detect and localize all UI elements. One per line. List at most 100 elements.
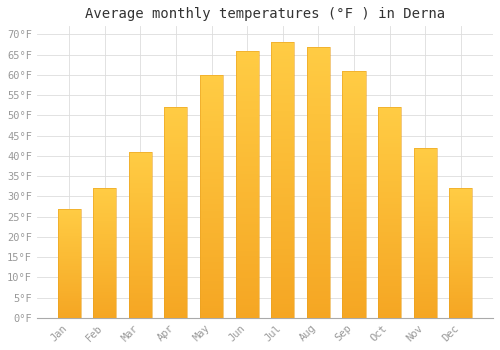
Bar [449, 212, 472, 213]
Bar [378, 168, 401, 170]
Bar [449, 249, 472, 251]
Bar [342, 135, 365, 138]
Bar [200, 247, 223, 250]
Bar [200, 272, 223, 274]
Bar [342, 244, 365, 246]
Bar [449, 284, 472, 286]
Bar [200, 150, 223, 153]
Bar [58, 251, 80, 252]
Bar [449, 248, 472, 249]
Bar [307, 82, 330, 84]
Bar [200, 296, 223, 299]
Bar [449, 276, 472, 278]
Bar [307, 242, 330, 245]
Bar [93, 302, 116, 303]
Bar [58, 279, 80, 280]
Bar [271, 271, 294, 274]
Bar [164, 179, 188, 181]
Bar [236, 117, 258, 120]
Bar [58, 241, 80, 243]
Bar [164, 238, 188, 240]
Bar [307, 250, 330, 253]
Bar [200, 106, 223, 109]
Bar [449, 278, 472, 279]
Bar [236, 238, 258, 240]
Bar [271, 301, 294, 304]
Bar [236, 307, 258, 310]
Bar [93, 229, 116, 230]
Bar [58, 210, 80, 211]
Bar [449, 223, 472, 225]
Bar [236, 224, 258, 227]
Bar [128, 251, 152, 253]
Bar [236, 51, 258, 318]
Bar [414, 205, 436, 207]
Bar [93, 249, 116, 251]
Bar [93, 217, 116, 218]
Bar [128, 303, 152, 304]
Bar [236, 125, 258, 128]
Bar [342, 217, 365, 219]
Bar [414, 226, 436, 228]
Bar [414, 195, 436, 197]
Bar [271, 202, 294, 205]
Bar [307, 169, 330, 172]
Bar [307, 282, 330, 285]
Bar [378, 303, 401, 305]
Bar [128, 266, 152, 268]
Bar [342, 184, 365, 187]
Bar [236, 313, 258, 315]
Bar [414, 160, 436, 161]
Bar [200, 281, 223, 284]
Bar [449, 234, 472, 235]
Bar [378, 137, 401, 139]
Bar [58, 228, 80, 229]
Bar [449, 204, 472, 205]
Bar [58, 257, 80, 258]
Bar [342, 152, 365, 155]
Bar [307, 161, 330, 163]
Bar [93, 275, 116, 276]
Bar [271, 125, 294, 128]
Bar [271, 241, 294, 244]
Bar [378, 200, 401, 202]
Bar [164, 280, 188, 282]
Bar [271, 285, 294, 288]
Bar [58, 272, 80, 273]
Bar [414, 268, 436, 270]
Bar [414, 313, 436, 314]
Bar [271, 260, 294, 263]
Bar [58, 227, 80, 228]
Bar [271, 216, 294, 219]
Bar [236, 291, 258, 294]
Bar [128, 187, 152, 188]
Bar [164, 137, 188, 139]
Bar [236, 294, 258, 296]
Bar [200, 155, 223, 158]
Bar [271, 315, 294, 318]
Bar [271, 133, 294, 136]
Bar [236, 280, 258, 283]
Bar [93, 295, 116, 296]
Bar [58, 256, 80, 257]
Bar [307, 237, 330, 239]
Bar [449, 239, 472, 240]
Bar [128, 301, 152, 303]
Bar [58, 239, 80, 240]
Bar [271, 276, 294, 279]
Bar [200, 204, 223, 206]
Bar [271, 153, 294, 155]
Bar [200, 235, 223, 238]
Bar [307, 307, 330, 310]
Bar [236, 187, 258, 190]
Bar [128, 271, 152, 273]
Bar [164, 185, 188, 187]
Bar [236, 267, 258, 270]
Bar [378, 152, 401, 154]
Bar [128, 255, 152, 257]
Bar [378, 227, 401, 229]
Bar [200, 214, 223, 216]
Bar [200, 75, 223, 318]
Bar [342, 271, 365, 273]
Bar [271, 120, 294, 122]
